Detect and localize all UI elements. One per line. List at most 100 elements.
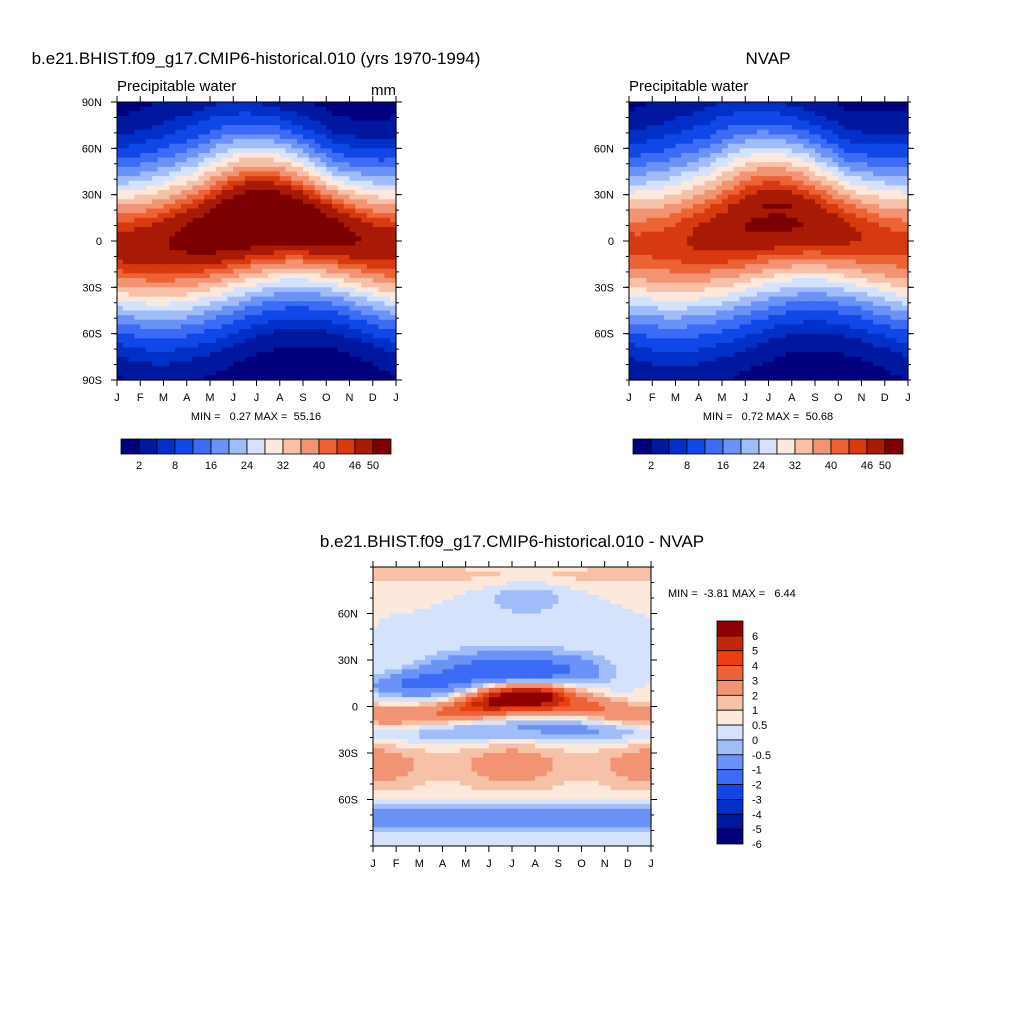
model-cell bbox=[250, 166, 258, 173]
obs-cell bbox=[768, 148, 775, 154]
obs-cell bbox=[727, 264, 735, 270]
model-cell bbox=[163, 333, 170, 339]
obs-cell bbox=[867, 106, 874, 112]
model-cell bbox=[180, 282, 188, 288]
model-cell bbox=[227, 259, 234, 265]
model-cell bbox=[117, 190, 124, 196]
model-ytick-label: 90S bbox=[82, 375, 102, 387]
model-cell bbox=[204, 120, 211, 126]
model-cell bbox=[192, 287, 199, 293]
obs-cell bbox=[733, 264, 741, 270]
model-cell bbox=[378, 291, 385, 298]
model-cell bbox=[250, 282, 258, 288]
obs-cell bbox=[751, 143, 758, 149]
model-cell bbox=[210, 236, 217, 242]
obs-cell bbox=[780, 236, 787, 242]
obs-cell bbox=[727, 278, 735, 284]
model-cell bbox=[349, 203, 356, 210]
obs-cell bbox=[687, 250, 694, 256]
model-cell bbox=[250, 194, 258, 200]
obs-cell bbox=[785, 166, 793, 173]
model-cell bbox=[175, 241, 182, 247]
obs-cell bbox=[791, 125, 799, 131]
model-cell bbox=[366, 152, 374, 159]
model-cell bbox=[204, 329, 211, 335]
obs-cell bbox=[751, 273, 758, 279]
obs-cell bbox=[896, 236, 903, 242]
obs-cell bbox=[815, 208, 822, 214]
model-cell bbox=[314, 342, 322, 349]
model-cell bbox=[268, 115, 275, 122]
model-cell bbox=[372, 254, 380, 261]
model-cell bbox=[146, 115, 153, 122]
obs-cell bbox=[751, 162, 758, 168]
obs-cell bbox=[687, 227, 694, 233]
model-cell bbox=[140, 157, 147, 163]
model-cell bbox=[285, 180, 292, 186]
model-cell bbox=[303, 375, 310, 381]
model-cell bbox=[349, 342, 356, 349]
model-cell bbox=[204, 282, 211, 288]
obs-cell bbox=[629, 273, 636, 279]
model-cell bbox=[279, 171, 287, 177]
obs-cell bbox=[658, 254, 665, 261]
model-cell bbox=[297, 333, 304, 339]
obs-cell bbox=[751, 227, 758, 233]
model-cell bbox=[320, 273, 327, 279]
model-cell bbox=[361, 241, 368, 247]
obs-cell bbox=[844, 152, 851, 159]
obs-cell bbox=[855, 185, 863, 191]
obs-cell bbox=[878, 166, 886, 173]
obs-cell bbox=[669, 227, 677, 233]
model-cell bbox=[134, 102, 141, 108]
obs-cell bbox=[774, 157, 781, 163]
model-cell bbox=[198, 213, 205, 219]
model-cell bbox=[186, 157, 194, 163]
obs-cell bbox=[629, 102, 636, 108]
model-field bbox=[117, 102, 397, 381]
obs-cell bbox=[634, 129, 642, 136]
model-cell bbox=[140, 208, 147, 214]
model-cell bbox=[390, 134, 397, 140]
obs-cell bbox=[832, 254, 839, 261]
model-cell bbox=[285, 199, 292, 205]
obs-cell bbox=[803, 180, 810, 186]
obs-cell bbox=[797, 208, 804, 214]
obs-cell bbox=[751, 222, 758, 228]
model-cell bbox=[308, 162, 316, 168]
model-cell bbox=[337, 282, 345, 288]
obs-cell bbox=[739, 120, 746, 126]
model-cell bbox=[297, 139, 304, 145]
obs-cell bbox=[652, 166, 659, 173]
model-cell bbox=[378, 366, 385, 372]
model-cell bbox=[361, 199, 368, 205]
obs-cell bbox=[733, 115, 741, 122]
model-cell bbox=[221, 120, 229, 126]
obs-cell bbox=[727, 273, 735, 279]
obs-cell bbox=[896, 134, 903, 140]
obs-cell bbox=[669, 180, 677, 186]
model-cell bbox=[297, 194, 304, 200]
model-cell bbox=[361, 125, 368, 131]
model-cell bbox=[361, 208, 368, 214]
obs-cell bbox=[716, 134, 723, 140]
model-cell bbox=[314, 370, 322, 376]
obs-cell bbox=[768, 162, 775, 168]
model-cell bbox=[308, 106, 316, 112]
model-cell bbox=[227, 143, 234, 149]
obs-cell bbox=[634, 222, 642, 228]
model-cell bbox=[250, 338, 258, 344]
obs-cell bbox=[687, 190, 694, 196]
model-cell bbox=[291, 111, 298, 117]
obs-cell bbox=[710, 208, 717, 214]
model-cell bbox=[291, 115, 298, 122]
obs-cell bbox=[803, 259, 810, 265]
obs-cell bbox=[884, 287, 892, 293]
obs-cell bbox=[797, 115, 804, 122]
obs-cell bbox=[803, 241, 810, 247]
obs-cell bbox=[681, 213, 688, 219]
model-cell bbox=[355, 370, 362, 376]
obs-cell bbox=[774, 264, 781, 270]
model-cell bbox=[250, 329, 258, 335]
model-cell bbox=[244, 222, 252, 228]
